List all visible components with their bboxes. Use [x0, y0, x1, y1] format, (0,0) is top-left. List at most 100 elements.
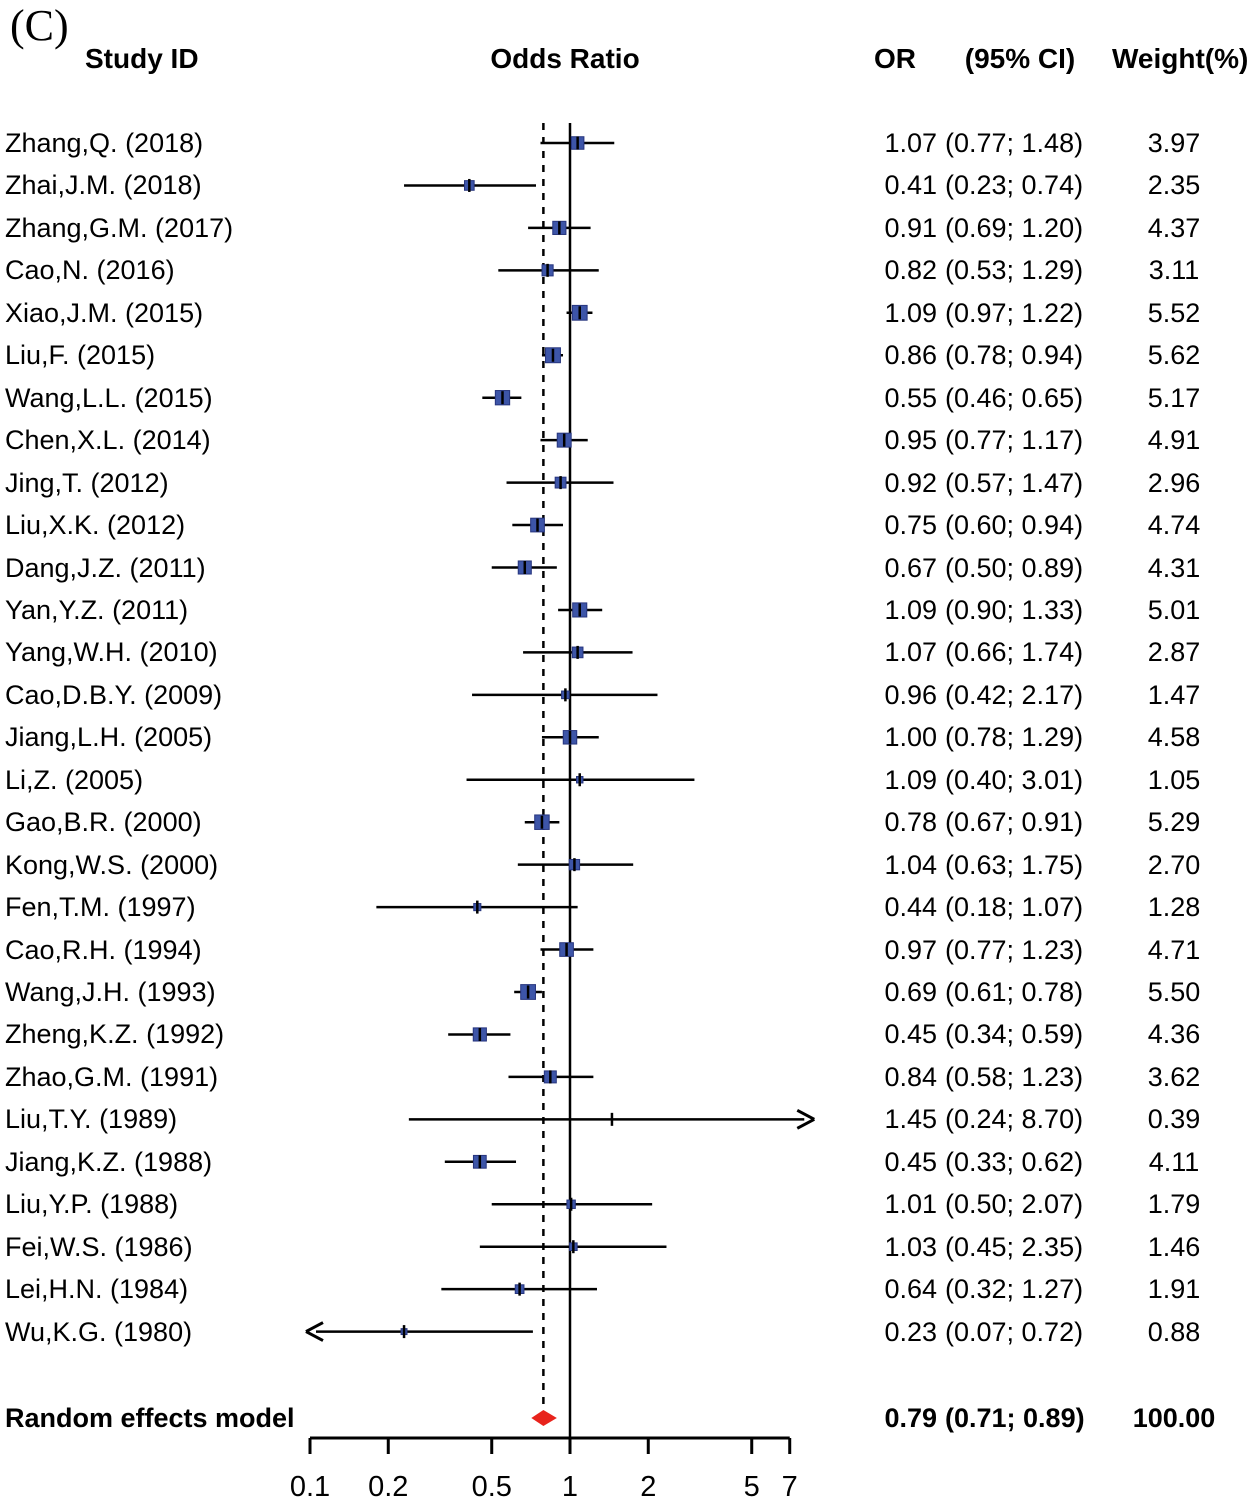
summary-row: Random effects model 0.79 (0.71; 0.89) 100.… — [0, 1397, 1250, 1439]
ci-value: (0.50; 2.07) — [945, 1189, 1084, 1220]
study-row: Lei,H.N. (1984) 0.64 (0.32; 1.27) 1.91 — [0, 1268, 1250, 1310]
weight-value: 2.70 — [1147, 849, 1201, 880]
ci-value: (0.60; 0.94) — [945, 510, 1084, 541]
study-label: Cao,N. (2016) — [5, 255, 175, 286]
or-value: 1.09 — [884, 297, 937, 328]
study-label: Kong,W.S. (2000) — [5, 849, 219, 880]
study-label: Li,Z. (2005) — [5, 764, 144, 795]
or-value: 0.92 — [884, 467, 937, 498]
x-axis-tick-label: 0.2 — [368, 1471, 408, 1503]
study-row: Cao,N. (2016) 0.82 (0.53; 1.29) 3.11 — [0, 249, 1250, 291]
panel-label: (C) — [10, 1, 69, 50]
or-value: 1.07 — [884, 128, 937, 158]
or-value: 0.91 — [884, 212, 937, 243]
or-value: 0.79 — [884, 1403, 937, 1433]
or-value: 0.45 — [884, 1019, 937, 1050]
ci-value: (0.07; 0.72) — [945, 1316, 1084, 1347]
or-value: 0.64 — [884, 1274, 937, 1305]
weight-value: 5.50 — [1147, 977, 1201, 1007]
study-row: Zhang,Q. (2018) 1.07 (0.77; 1.48) 3.97 — [0, 122, 1250, 164]
ci-value: (0.66; 1.74) — [945, 637, 1084, 668]
study-row: Zhai,J.M. (2018) 0.41 (0.23; 0.74) 2.35 — [0, 164, 1250, 206]
study-row: Gao,B.R. (2000) 0.78 (0.67; 0.91) 5.29 — [0, 801, 1250, 843]
study-label: Fei,W.S. (1986) — [5, 1231, 193, 1262]
or-value: 0.55 — [884, 382, 937, 413]
x-axis-tick-label: 5 — [744, 1471, 760, 1503]
ci-value: (0.34; 0.59) — [945, 1019, 1084, 1050]
study-row: Wang,J.H. (1993) 0.69 (0.61; 0.78) 5.50 — [0, 971, 1250, 1013]
study-label: Jiang,L.H. (2005) — [5, 722, 213, 753]
or-value: 1.00 — [884, 722, 937, 753]
or-value: 1.07 — [884, 637, 937, 668]
study-row: Jiang,L.H. (2005) 1.00 (0.78; 1.29) 4.58 — [0, 716, 1250, 758]
study-row: Wu,K.G. (1980) 0.23 (0.07; 0.72) 0.88 — [0, 1311, 1250, 1353]
study-label: Yan,Y.Z. (2011) — [5, 594, 189, 625]
weight-value: 2.96 — [1147, 467, 1201, 498]
or-value: 0.67 — [884, 552, 937, 583]
study-row: Liu,Y.P. (1988) 1.01 (0.50; 2.07) 1.79 — [0, 1183, 1250, 1225]
summary-diamond — [531, 1410, 557, 1426]
weight-value: 0.39 — [1147, 1104, 1201, 1135]
ci-value: (0.77; 1.48) — [945, 128, 1084, 158]
or-value: 1.45 — [884, 1104, 937, 1135]
weight-value: 1.91 — [1147, 1274, 1201, 1305]
ci-value: (0.24; 8.70) — [945, 1104, 1084, 1135]
ci-value: (0.97; 1.22) — [945, 297, 1084, 328]
study-row: Jing,T. (2012) 0.92 (0.57; 1.47) 2.96 — [0, 462, 1250, 504]
study-row: Fen,T.M. (1997) 0.44 (0.18; 1.07) 1.28 — [0, 886, 1250, 928]
study-label: Cao,R.H. (1994) — [5, 934, 202, 965]
study-row: Cao,R.H. (1994) 0.97 (0.77; 1.23) 4.71 — [0, 929, 1250, 971]
study-label: Random effects model — [5, 1403, 295, 1433]
or-value: 0.78 — [884, 807, 937, 838]
x-axis-tick-label: 7 — [782, 1471, 798, 1503]
or-value: 0.84 — [884, 1061, 937, 1092]
study-label: Chen,X.L. (2014) — [5, 425, 211, 456]
ci-value: (0.40; 3.01) — [945, 764, 1084, 795]
column-header-weight: Weight(%) — [1112, 43, 1249, 74]
study-label: Zhang,Q. (2018) — [5, 128, 204, 158]
ci-value: (0.45; 2.35) — [945, 1231, 1084, 1262]
weight-value: 1.28 — [1147, 892, 1201, 923]
weight-value: 5.52 — [1147, 297, 1201, 328]
study-row: Wang,L.L. (2015) 0.55 (0.46; 0.65) 5.17 — [0, 377, 1250, 419]
study-row: Zhang,G.M. (2017) 0.91 (0.69; 1.20) 4.37 — [0, 207, 1250, 249]
or-value: 1.01 — [884, 1189, 937, 1220]
study-label: Liu,Y.P. (1988) — [5, 1189, 179, 1220]
column-header-study-id: Study ID — [85, 43, 199, 74]
or-value: 0.69 — [884, 977, 937, 1007]
study-row: Liu,T.Y. (1989) 1.45 (0.24; 8.70) 0.39 — [0, 1098, 1250, 1140]
ci-value: (0.69; 1.20) — [945, 212, 1084, 243]
ci-value: (0.67; 0.91) — [945, 807, 1084, 838]
weight-value: 3.62 — [1147, 1061, 1201, 1092]
ci-value: (0.42; 2.17) — [945, 679, 1084, 710]
column-header-odds-ratio: Odds Ratio — [490, 43, 640, 74]
study-row: Zhao,G.M. (1991) 0.84 (0.58; 1.23) 3.62 — [0, 1056, 1250, 1098]
study-label: Zhai,J.M. (2018) — [5, 170, 202, 201]
weight-value: 4.37 — [1147, 212, 1201, 243]
ci-value: (0.77; 1.23) — [945, 934, 1084, 965]
study-label: Dang,J.Z. (2011) — [5, 552, 206, 583]
study-row: Cao,D.B.Y. (2009) 0.96 (0.42; 2.17) 1.47 — [0, 674, 1250, 716]
study-label: Fen,T.M. (1997) — [5, 892, 196, 923]
study-label: Lei,H.N. (1984) — [5, 1274, 189, 1305]
study-row: Zheng,K.Z. (1992) 0.45 (0.34; 0.59) 4.36 — [0, 1013, 1250, 1055]
ci-value: (0.58; 1.23) — [945, 1061, 1084, 1092]
ci-value: (0.18; 1.07) — [945, 892, 1084, 923]
ci-value: (0.33; 0.62) — [945, 1146, 1084, 1177]
study-label: Liu,X.K. (2012) — [5, 510, 186, 541]
ci-value: (0.78; 1.29) — [945, 722, 1084, 753]
x-axis-tick-label: 1 — [562, 1471, 578, 1503]
weight-value: 1.47 — [1147, 679, 1201, 710]
weight-value: 100.00 — [1132, 1403, 1216, 1433]
ci-value: (0.57; 1.47) — [945, 467, 1084, 498]
study-row: Kong,W.S. (2000) 1.04 (0.63; 1.75) 2.70 — [0, 844, 1250, 886]
or-value: 0.82 — [884, 255, 937, 286]
x-axis-tick-label: 0.1 — [290, 1471, 330, 1503]
ci-value: (0.46; 0.65) — [945, 382, 1084, 413]
weight-value: 5.62 — [1147, 340, 1201, 371]
or-value: 0.75 — [884, 510, 937, 541]
or-value: 0.95 — [884, 425, 937, 456]
column-header-ci: (95% CI) — [964, 43, 1076, 74]
study-row: Fei,W.S. (1986) 1.03 (0.45; 2.35) 1.46 — [0, 1226, 1250, 1268]
study-label: Liu,F. (2015) — [5, 340, 156, 371]
